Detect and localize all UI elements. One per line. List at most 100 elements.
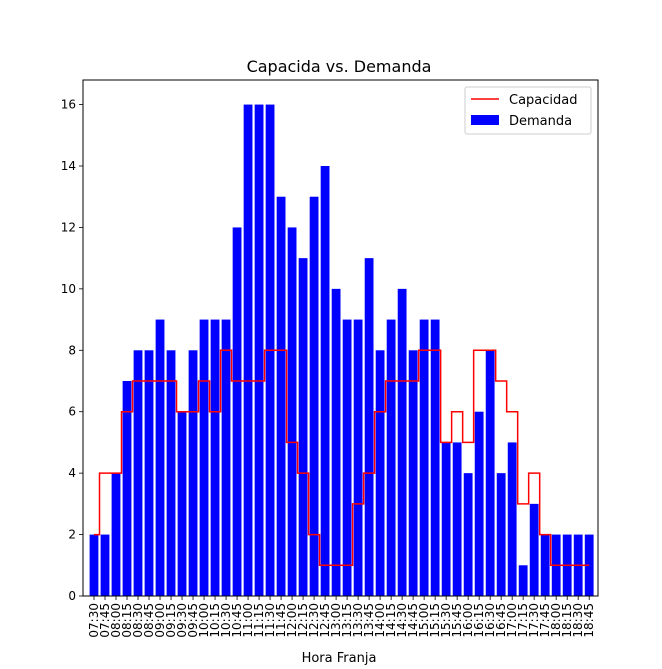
x-tick-label: 10:00 [197,603,211,638]
x-tick-label: 12:30 [307,603,321,638]
x-tick-label: 15:15 [428,603,442,638]
bar-0830 [133,350,143,596]
x-tick-label: 17:15 [516,603,530,638]
x-tick-label: 16:30 [483,603,497,638]
bar-0800 [111,473,121,596]
bar-1145 [276,196,286,596]
x-tick-label: 11:15 [252,603,266,638]
y-tick-label: 10 [61,282,76,296]
x-tick-label: 09:00 [153,603,167,638]
legend-demand-label: Demanda [509,114,572,129]
bar-1400 [375,350,385,596]
bar-1600 [463,473,473,596]
bar-0900 [155,319,165,596]
x-tick-label: 16:00 [461,603,475,638]
x-tick-label: 10:45 [230,603,244,638]
bar-0915 [166,350,176,596]
x-axis-label: Hora Franja [302,651,377,666]
x-tick-label: 11:00 [241,603,255,638]
bar-0945 [188,350,198,596]
x-tick-label: 12:15 [296,603,310,638]
bar-1700 [507,442,517,596]
bar-1245 [320,166,330,596]
bar-1445 [408,350,418,596]
bar-1415 [386,319,396,596]
bar-1300 [331,288,341,596]
legend: Capacidad Demanda [464,86,592,135]
bar-1115 [254,104,264,596]
x-tick-label: 16:45 [494,603,508,638]
bar-0845 [144,350,154,596]
x-tick-label: 09:15 [164,603,178,638]
legend-capacity-label: Capacidad [509,93,578,108]
x-tick-label: 08:30 [131,603,145,638]
x-tick-label: 15:45 [450,603,464,638]
bar-1500 [419,319,429,596]
y-tick-label: 12 [61,220,76,234]
y-tick-label: 0 [68,589,76,603]
x-tick-label: 13:30 [351,603,365,638]
y-tick-label: 8 [68,343,76,357]
bar-1230 [309,196,319,596]
x-tick-label: 14:30 [395,603,409,638]
x-tick-label: 09:30 [175,603,189,638]
capacity-line-layer [94,349,590,567]
bar-0730 [89,534,99,596]
bar-1345 [364,258,374,596]
bar-1030 [221,319,231,596]
x-tick-label: 16:15 [472,603,486,638]
bar-1215 [298,258,308,596]
plot-frame [82,79,599,597]
bar-1630 [485,350,495,596]
bar-1100 [243,104,253,596]
capacity-line [94,349,590,567]
x-tick-label: 14:15 [384,603,398,638]
x-tick-label: 10:30 [219,603,233,638]
bar-1645 [496,473,506,596]
bar-1715 [518,565,528,596]
y-axis: 0 2 4 6 8 10 12 14 16 [61,98,83,603]
x-tick-label: 15:00 [417,603,431,638]
legend-demand-swatch [471,115,499,125]
x-tick-label: 14:45 [406,603,420,638]
bar-0930 [177,411,187,596]
x-tick-label: 18:30 [571,603,585,638]
y-tick-label: 6 [68,405,76,419]
x-tick-label: 17:30 [527,603,541,638]
x-tick-label: 08:00 [109,603,123,638]
bar-1515 [430,319,440,596]
x-tick-label: 13:45 [362,603,376,638]
y-tick-label: 14 [61,159,76,173]
bar-1615 [474,411,484,596]
y-tick-label: 2 [68,528,76,542]
x-tick-label: 18:45 [582,603,596,638]
bar-0815 [122,381,132,596]
bar-1045 [232,227,242,596]
x-tick-label: 17:45 [538,603,552,638]
bar-1730 [529,503,539,596]
x-tick-label: 14:00 [373,603,387,638]
bar-1745 [540,534,550,596]
bar-1315 [342,319,352,596]
x-tick-label: 11:30 [263,603,277,638]
bars-layer [89,104,594,596]
x-tick-label: 12:00 [285,603,299,638]
x-tick-label: 17:00 [505,603,519,638]
bar-1330 [353,319,363,596]
x-tick-label: 07:30 [87,603,101,638]
x-tick-label: 07:45 [98,603,112,638]
x-tick-label: 08:15 [120,603,134,638]
bar-1530 [441,442,451,596]
chart-title: Capacida vs. Demanda [247,57,432,76]
x-tick-label: 09:45 [186,603,200,638]
x-axis: 07:3007:4508:0008:1508:3008:4509:0009:15… [87,596,596,638]
bar-0745 [100,534,110,596]
bar-1545 [452,442,462,596]
x-tick-label: 18:00 [549,603,563,638]
x-tick-label: 15:30 [439,603,453,638]
bar-1430 [397,288,407,596]
x-tick-label: 13:15 [340,603,354,638]
y-tick-label: 4 [68,466,76,480]
x-tick-label: 08:45 [142,603,156,638]
